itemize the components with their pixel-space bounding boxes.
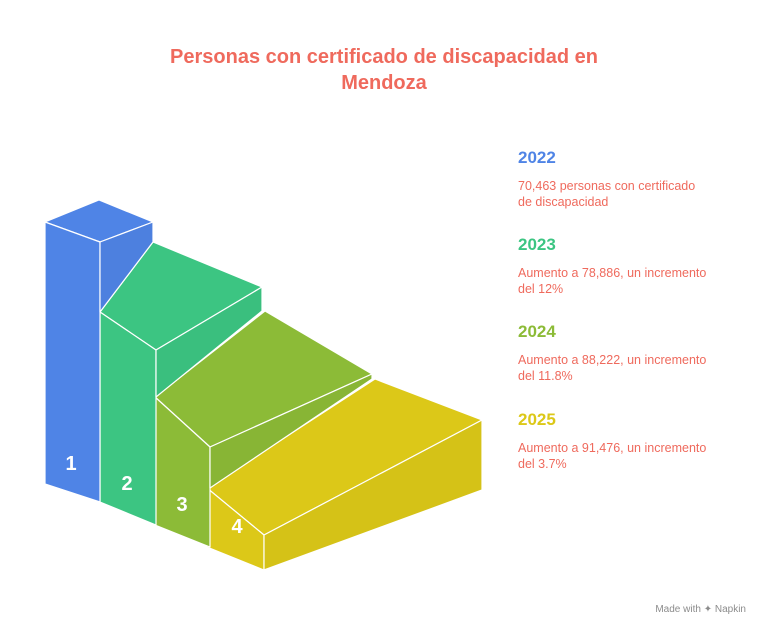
entry-description-line-1: 70,463 personas con certificado <box>518 179 696 193</box>
entry-year: 2025 <box>518 410 556 429</box>
step-4-label: 4 <box>231 516 243 538</box>
entry-description: Aumento a 91,476, un incremento del 3.7% <box>518 440 748 472</box>
page-title: Personas con certificado de discapacidad… <box>84 44 684 96</box>
entry-year: 2022 <box>518 148 556 167</box>
step-3-side-face <box>209 373 373 489</box>
step-3-block <box>154 310 373 548</box>
entry-description-line-2: del 11.8% <box>518 369 573 383</box>
entry-description-line-2: del 3.7% <box>518 457 567 471</box>
step-2-label: 2 <box>121 473 132 495</box>
title-line-1: Personas con certificado de discapacidad… <box>170 46 598 68</box>
step-4-block <box>206 378 483 571</box>
entry-description-line-1: Aumento a 78,886, un incremento <box>518 266 707 280</box>
footer-brand: Napkin <box>714 604 746 615</box>
entry-2025: 2025 Aumento a 91,476, un incremento del… <box>518 410 748 472</box>
step-4-side-face <box>263 419 483 571</box>
entry-year: 2024 <box>518 322 556 341</box>
entry-2022: 2022 70,463 personas con certificado de … <box>518 148 748 210</box>
entry-description-line-1: Aumento a 88,222, un incremento <box>518 353 707 367</box>
footer-credit: Made with ✦ Napkin <box>655 604 746 615</box>
step-2-side-face <box>155 286 263 398</box>
entry-2024: 2024 Aumento a 88,222, un incremento del… <box>518 322 748 384</box>
step-1-block <box>44 199 154 503</box>
footer-made-with: Made with <box>655 604 701 615</box>
title-line-2: Mendoza <box>341 72 427 94</box>
entry-description-line-1: Aumento a 91,476, un incremento <box>518 441 707 455</box>
entry-description-line-2: de discapacidad <box>518 195 609 209</box>
entry-description-line-2: del 12% <box>518 282 564 296</box>
entry-description: 70,463 personas con certificado de disca… <box>518 178 748 210</box>
entry-description: Aumento a 88,222, un incremento del 11.8… <box>518 352 748 384</box>
entry-year: 2023 <box>518 235 556 254</box>
entry-description: Aumento a 78,886, un incremento del 12% <box>518 265 748 297</box>
step-1-side-face <box>99 221 154 313</box>
entry-2023: 2023 Aumento a 78,886, un incremento del… <box>518 235 748 297</box>
step-1-front-face <box>44 221 101 503</box>
napkin-logo-icon: ✦ <box>703 604 713 615</box>
step-1-label: 1 <box>65 453 76 475</box>
step-3-label: 3 <box>176 494 187 516</box>
